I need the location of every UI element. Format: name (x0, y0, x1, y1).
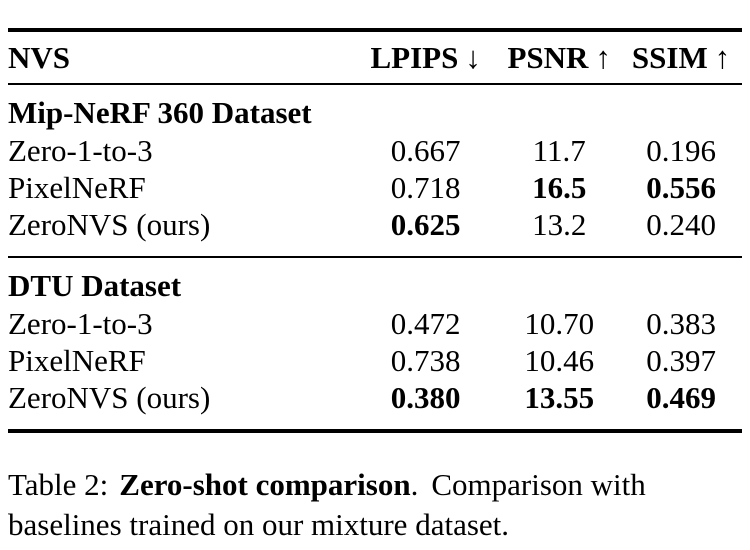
section-title-row: Mip-NeRF 360 Dataset (8, 84, 742, 132)
lpips-value: 0.738 (390, 342, 461, 378)
section-dtu: DTU Dataset Zero-1-to-3 0.472 10.70 0.38… (8, 256, 742, 429)
ssim-value: 0.397 (646, 342, 716, 378)
column-header-ssim: SSIM ↑ (620, 32, 742, 85)
method-name: ZeroNVS (ours) (8, 206, 211, 242)
method-name: ZeroNVS (ours) (8, 379, 211, 415)
psnr-value: 13.2 (532, 206, 587, 242)
results-table: NVS LPIPS ↓ PSNR ↑ SSIM ↑ Mip-NeRF 360 Data… (8, 32, 742, 429)
column-label: LPIPS (370, 39, 459, 75)
column-label: PSNR (507, 39, 589, 75)
method-name: PixelNeRF (8, 342, 146, 378)
caption-text: Comparison with baselines trained on our… (8, 467, 646, 542)
column-header-nvs: NVS (8, 32, 353, 85)
caption-label: Table 2: (8, 467, 109, 502)
table-row: PixelNeRF 0.718 16.5 0.556 (8, 169, 742, 206)
down-arrow-icon: ↓ (465, 39, 481, 75)
method-name: PixelNeRF (8, 169, 146, 205)
psnr-value: 10.46 (524, 342, 595, 378)
section-title: Mip-NeRF 360 Dataset (8, 95, 312, 131)
ssim-value: 0.240 (646, 206, 716, 242)
psnr-value: 11.7 (532, 132, 586, 168)
table-row: Zero-1-to-3 0.667 11.7 0.196 (8, 132, 742, 169)
table-row: ZeroNVS (ours) 0.625 13.2 0.240 (8, 206, 742, 257)
table-row: ZeroNVS (ours) 0.380 13.55 0.469 (8, 379, 742, 429)
caption-title: Zero-shot comparison (119, 467, 411, 502)
ssim-value: 0.469 (646, 379, 716, 415)
ssim-value: 0.196 (646, 132, 716, 168)
lpips-value: 0.667 (390, 132, 461, 168)
table-header: NVS LPIPS ↓ PSNR ↑ SSIM ↑ (8, 32, 742, 85)
column-label: SSIM (631, 39, 708, 75)
section-mipnerf360: Mip-NeRF 360 Dataset Zero-1-to-3 0.667 1… (8, 84, 742, 257)
section-title: DTU Dataset (8, 256, 742, 305)
table-top-rule (8, 28, 742, 32)
table-row: Zero-1-to-3 0.472 10.70 0.383 (8, 305, 742, 342)
table-row: PixelNeRF 0.738 10.46 0.397 (8, 342, 742, 379)
table-bottom-rule (8, 429, 742, 433)
psnr-value: 13.55 (524, 379, 595, 415)
up-arrow-icon: ↑ (595, 39, 611, 75)
lpips-value: 0.625 (390, 206, 461, 242)
ssim-value: 0.556 (646, 169, 716, 205)
column-header-lpips: LPIPS ↓ (352, 32, 499, 85)
caption-separator: . (410, 467, 419, 502)
psnr-value: 10.70 (524, 305, 595, 341)
lpips-value: 0.380 (390, 379, 461, 415)
method-name: Zero-1-to-3 (8, 132, 153, 168)
section-title-row: DTU Dataset (8, 256, 742, 305)
table-header-row: NVS LPIPS ↓ PSNR ↑ SSIM ↑ (8, 32, 742, 85)
up-arrow-icon: ↑ (714, 39, 731, 75)
psnr-value: 16.5 (532, 169, 587, 205)
lpips-value: 0.718 (390, 169, 461, 205)
method-name: Zero-1-to-3 (8, 305, 153, 341)
lpips-value: 0.472 (390, 305, 461, 341)
column-header-psnr: PSNR ↑ (498, 32, 621, 85)
table-caption: Table 2: Zero-shot comparison. Comparison … (8, 465, 742, 545)
ssim-value: 0.383 (646, 305, 716, 341)
column-label: NVS (8, 39, 71, 75)
